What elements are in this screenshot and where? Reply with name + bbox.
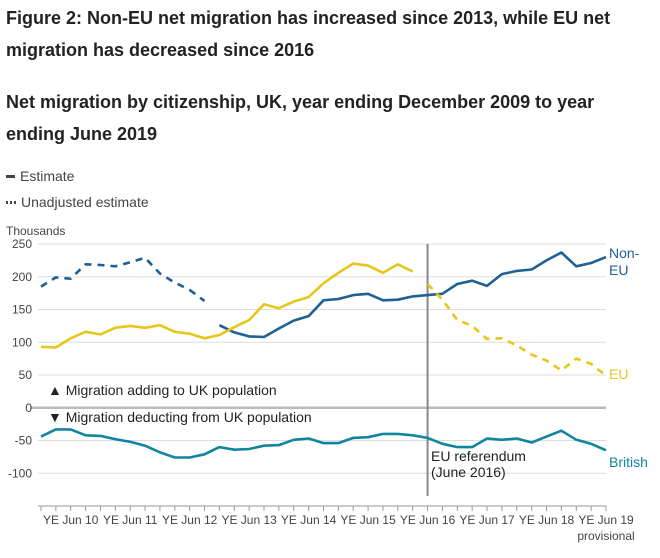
y-axis-label: Thousands	[6, 224, 65, 238]
figure-title: Figure 2: Non-EU net migration has incre…	[6, 8, 611, 60]
legend-estimate: Estimate	[6, 168, 74, 184]
legend-unadjusted: Unadjusted estimate	[6, 194, 149, 210]
legend-estimate-label: Estimate	[20, 168, 75, 184]
x-tick-label: YE Jun 19	[578, 513, 634, 527]
series-label-non-eu-line1: Non-	[609, 245, 640, 261]
series-line-non-eu	[218, 251, 607, 339]
x-tick-label: YE Jun 14	[281, 513, 337, 527]
legend-unadjusted-label: Unadjusted estimate	[21, 194, 149, 210]
annotation-referendum-line2: (June 2016)	[431, 464, 506, 480]
series-line-eu-dashed-	[426, 283, 607, 377]
series-line-eu	[40, 262, 414, 349]
legend-solid-swatch	[6, 174, 15, 178]
x-tick-label: YE Jun 15	[340, 513, 396, 527]
x-tick-label: YE Jun 13	[221, 513, 277, 527]
annotation-adding: ▲ Migration adding to UK population	[48, 382, 277, 398]
x-tick-sublabel: provisional	[577, 529, 634, 543]
legend-dashed-swatch	[6, 200, 16, 204]
series-line-non-eu-unadjusted-estimate	[40, 256, 191, 292]
x-tick-label: YE Jun 10	[43, 513, 99, 527]
y-tick-label: 50	[19, 368, 33, 382]
annotation-referendum-line1: EU referendum	[431, 448, 526, 464]
series-line-non-eu-unadjusted-estimate-tail-	[188, 288, 206, 303]
series-label-british: British	[609, 454, 648, 470]
y-tick-label: 0	[25, 401, 32, 415]
x-tick-label: YE Jun 12	[162, 513, 218, 527]
series-line-british	[40, 428, 607, 459]
y-tick-label: -50	[15, 434, 33, 448]
series-label-eu: EU	[609, 366, 628, 382]
y-tick-label: -100	[8, 466, 32, 480]
y-tick-label: 100	[12, 335, 32, 349]
x-tick-label: YE Jun 17	[459, 513, 515, 527]
chart-title: Net migration by citizenship, UK, year e…	[6, 92, 595, 144]
x-tick-label: YE Jun 11	[103, 513, 158, 527]
x-tick-label: YE Jun 18	[519, 513, 575, 527]
y-tick-label: 250	[12, 237, 32, 251]
series-label-non-eu-line2: EU	[609, 262, 628, 278]
annotation-deducting: ▼ Migration deducting from UK population	[48, 409, 312, 425]
y-tick-label: 150	[12, 303, 32, 317]
y-tick-label: 200	[12, 270, 32, 284]
x-tick-label: YE Jun 16	[400, 513, 456, 527]
